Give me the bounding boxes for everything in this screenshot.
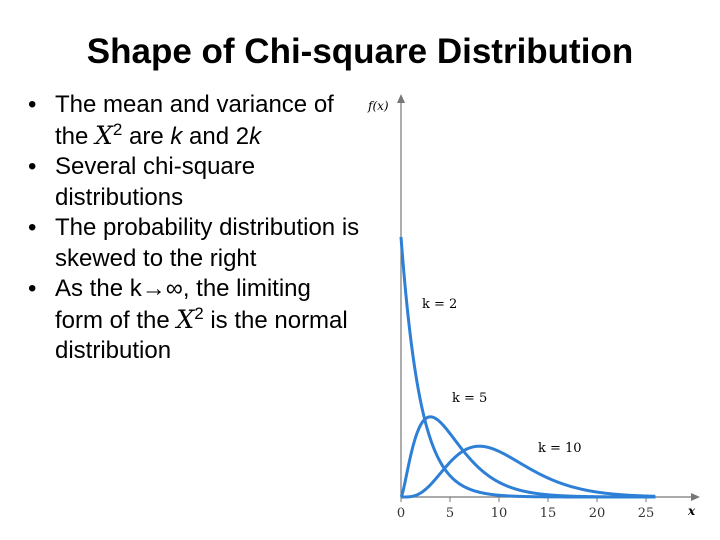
bullet-limiting: As the k→∞, the limiting form of the X2 …	[22, 274, 362, 367]
x-tick-label-15: 15	[540, 506, 557, 521]
axes: f(x) x	[367, 94, 700, 518]
curve-k-2	[399, 236, 656, 499]
curve-k-5	[399, 415, 656, 499]
y-axis-label: f(x)	[367, 99, 389, 113]
x-tick-label-5: 5	[446, 506, 454, 521]
bullet-mean-variance: The mean and variance of the X2 are k an…	[22, 90, 362, 152]
chi-symbol: X	[95, 120, 113, 150]
x-axis-arrow	[691, 493, 700, 501]
series-label-k-2: k = 2	[422, 297, 457, 312]
slide-title: Shape of Chi-square Distribution	[86, 32, 634, 71]
y-axis-arrow	[397, 94, 405, 103]
x-tick-label-10: 10	[491, 506, 508, 521]
chi-square-chart: f(x) x 0 5 10 15 20 25 k = 2 k = 5 k = 10	[367, 94, 700, 521]
chi-symbol: X	[176, 304, 195, 334]
bullet-list: The mean and variance of the X2 are k an…	[22, 90, 362, 367]
series-label-k-5: k = 5	[452, 391, 487, 406]
series-label-k-10: k = 10	[538, 441, 582, 456]
x-tick-label-20: 20	[589, 506, 606, 521]
x-tick-label-0: 0	[397, 506, 405, 521]
bullet-skewed: The probability distribution is skewed t…	[22, 213, 362, 274]
bullet-several: Several chi-square distributions	[22, 152, 362, 213]
x-axis-label: x	[687, 504, 696, 518]
curve-k-10	[401, 444, 656, 499]
x-tick-label-25: 25	[638, 506, 655, 521]
